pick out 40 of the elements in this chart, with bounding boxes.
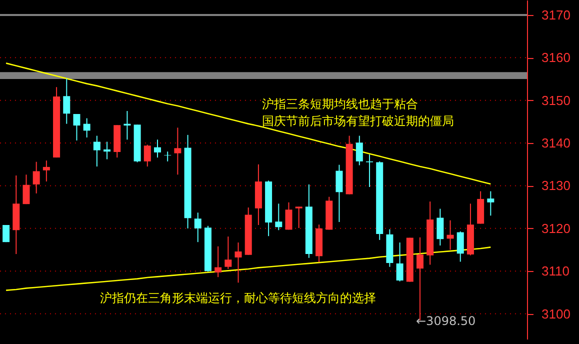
candlestick (436, 208, 444, 246)
candlestick (336, 164, 343, 223)
candlestick (487, 190, 494, 216)
candlestick (42, 160, 50, 182)
y-tick-label: 3130 (542, 178, 570, 194)
candlestick (164, 151, 172, 162)
candlestick (214, 246, 222, 278)
candlestick (174, 127, 182, 176)
candlestick (93, 135, 100, 168)
y-tick-label: 3170 (542, 7, 570, 22)
candlestick (224, 236, 232, 270)
candlestick (63, 78, 70, 124)
candlestick (194, 212, 202, 243)
annotation: 国庆节前后市场有望打破近期的僵局 (262, 114, 454, 128)
line-series (5, 62, 492, 185)
annotation: 沪指仍在三角形末端运行，耐心等待短线方向的选择 (100, 291, 376, 305)
candlestick (295, 206, 302, 228)
candlestick (144, 144, 151, 168)
annotation: 沪指三条短期均线也趋于粘合 (262, 97, 418, 111)
candlestick (104, 141, 111, 160)
candlestick (285, 202, 292, 230)
y-tick-label: 3140 (542, 136, 570, 151)
y-tick-label: 3110 (542, 264, 570, 279)
candlestick (356, 135, 363, 166)
y-tick-label: 3150 (542, 92, 570, 108)
candlestick (396, 242, 404, 282)
y-tick-label: 3100 (542, 306, 570, 322)
y-tick-label: 3160 (542, 50, 570, 66)
candlestick (32, 161, 40, 194)
candlestick (73, 113, 80, 141)
candlestick (234, 242, 242, 284)
candlestick (2, 224, 10, 243)
candlestick (83, 118, 90, 138)
y-tick-label: 3120 (542, 220, 570, 236)
candlestick (275, 203, 282, 231)
annotation: ←3098.50 (416, 314, 476, 328)
candlestick (154, 139, 161, 158)
candlestick (456, 230, 464, 262)
candlestick (446, 220, 454, 250)
candlestick (22, 174, 30, 205)
